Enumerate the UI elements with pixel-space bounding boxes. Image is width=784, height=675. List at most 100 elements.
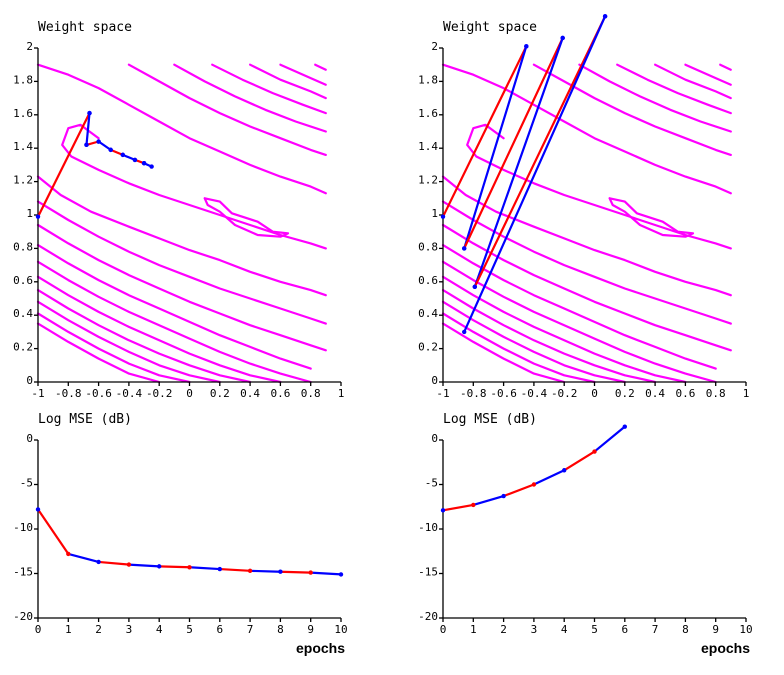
trajectory-segment xyxy=(38,113,90,217)
x-axis-label: epochs xyxy=(296,640,345,656)
x-tick-label: -1 xyxy=(31,387,44,400)
x-tick-label: 0.8 xyxy=(706,387,726,400)
mse-data-point xyxy=(157,564,161,568)
mse-data-point xyxy=(278,570,282,574)
y-tick-label: 1.8 xyxy=(418,73,438,86)
mse-data-point xyxy=(501,494,505,498)
trajectory-point xyxy=(96,139,100,143)
x-tick-label: 5 xyxy=(186,623,193,636)
y-tick-label: 1.4 xyxy=(13,140,33,153)
y-tick-label: 0.4 xyxy=(418,307,438,320)
contour-line xyxy=(610,198,693,236)
x-tick-label: -0.4 xyxy=(521,387,548,400)
trajectory-point xyxy=(149,164,153,168)
x-tick-label: 6 xyxy=(216,623,223,636)
contour-line xyxy=(38,290,250,382)
trajectory-segment xyxy=(464,16,605,332)
y-tick-label: 0.4 xyxy=(13,307,33,320)
mse-line-segment xyxy=(129,565,159,567)
trajectory-point xyxy=(462,246,466,250)
x-tick-label: 0.6 xyxy=(270,387,290,400)
mse-line-segment xyxy=(504,485,534,497)
contour-line xyxy=(38,202,326,324)
trajectory-point xyxy=(109,148,113,152)
mse-data-point xyxy=(127,562,131,566)
contour-line xyxy=(720,65,731,70)
y-tick-label: 1 xyxy=(431,207,438,220)
mse-line-segment xyxy=(190,567,220,569)
x-tick-label: 4 xyxy=(156,623,163,636)
y-tick-label: -5 xyxy=(425,477,438,490)
mse-data-point xyxy=(248,569,252,573)
trajectory-segment xyxy=(443,46,526,216)
contour-line xyxy=(443,314,595,383)
trajectory-point xyxy=(142,161,146,165)
y-tick-label: -10 xyxy=(418,521,438,534)
x-tick-label: 0 xyxy=(440,623,447,636)
x-tick-label: 5 xyxy=(591,623,598,636)
x-tick-label: 0.2 xyxy=(210,387,230,400)
x-tick-label: 2 xyxy=(500,623,507,636)
x-tick-label: -0.2 xyxy=(551,387,578,400)
trajectory-point xyxy=(441,214,445,218)
y-tick-label: 0 xyxy=(26,374,33,387)
y-tick-label: 0 xyxy=(431,374,438,387)
x-tick-label: -0.4 xyxy=(116,387,143,400)
x-tick-label: 0.4 xyxy=(240,387,260,400)
contour-line xyxy=(443,262,716,382)
x-tick-label: -1 xyxy=(436,387,449,400)
x-tick-label: -0.6 xyxy=(490,387,517,400)
x-tick-label: 10 xyxy=(739,623,752,636)
x-tick-label: 1 xyxy=(743,387,750,400)
x-tick-label: 0.4 xyxy=(645,387,665,400)
y-tick-label: -20 xyxy=(418,610,438,623)
x-axis-label: epochs xyxy=(701,640,750,656)
mse-line-segment xyxy=(38,509,68,553)
x-tick-label: 6 xyxy=(621,623,628,636)
y-tick-label: 1.6 xyxy=(13,107,33,120)
x-tick-label: 0.8 xyxy=(301,387,321,400)
y-tick-label: 1.6 xyxy=(418,107,438,120)
y-tick-label: 0.8 xyxy=(418,240,438,253)
mse-line-segment xyxy=(595,427,625,452)
contour-line xyxy=(443,290,655,382)
y-tick-label: 1 xyxy=(26,207,33,220)
x-tick-label: 0 xyxy=(35,623,42,636)
mse-data-point xyxy=(532,482,536,486)
contour-line xyxy=(250,65,326,98)
weight-space-left-panel: -1 -0.8 -0.6 -0.4 -0.2 0 0.2 0.4 0.6 0.8 100.20.40… xyxy=(13,20,344,400)
mse-line-segment xyxy=(280,572,310,573)
contour-line xyxy=(655,65,731,98)
mse-data-point xyxy=(36,507,40,511)
contour-line xyxy=(129,65,326,155)
y-tick-label: -15 xyxy=(418,566,438,579)
contour-group xyxy=(38,65,326,382)
y-tick-label: 1.2 xyxy=(418,174,438,187)
panel-title: Log MSE (dB) xyxy=(443,412,537,427)
trajectory-point xyxy=(36,214,40,218)
y-tick-label: -15 xyxy=(13,566,33,579)
x-tick-label: 3 xyxy=(531,623,538,636)
x-tick-label: 2 xyxy=(95,623,102,636)
x-tick-label: 9 xyxy=(712,623,719,636)
contour-group xyxy=(443,65,731,382)
contour-line xyxy=(38,245,311,369)
y-tick-label: 1.8 xyxy=(13,73,33,86)
x-tick-label: -0.6 xyxy=(85,387,112,400)
x-tick-label: 0 xyxy=(186,387,193,400)
x-tick-label: 1 xyxy=(338,387,345,400)
contour-line xyxy=(205,198,288,236)
mse-data-point xyxy=(66,552,70,556)
contour-line xyxy=(212,65,326,113)
mse-data-point xyxy=(441,508,445,512)
y-tick-label: 0.6 xyxy=(13,274,33,287)
mse-line-segment xyxy=(220,569,250,571)
mse-data-point xyxy=(187,565,191,569)
trajectory-point xyxy=(462,330,466,334)
contour-line xyxy=(315,65,326,70)
mse-data-point xyxy=(471,503,475,507)
trajectory-point xyxy=(87,111,91,115)
x-tick-label: 3 xyxy=(126,623,133,636)
trajectory-point xyxy=(524,44,528,48)
contour-line xyxy=(467,125,731,249)
